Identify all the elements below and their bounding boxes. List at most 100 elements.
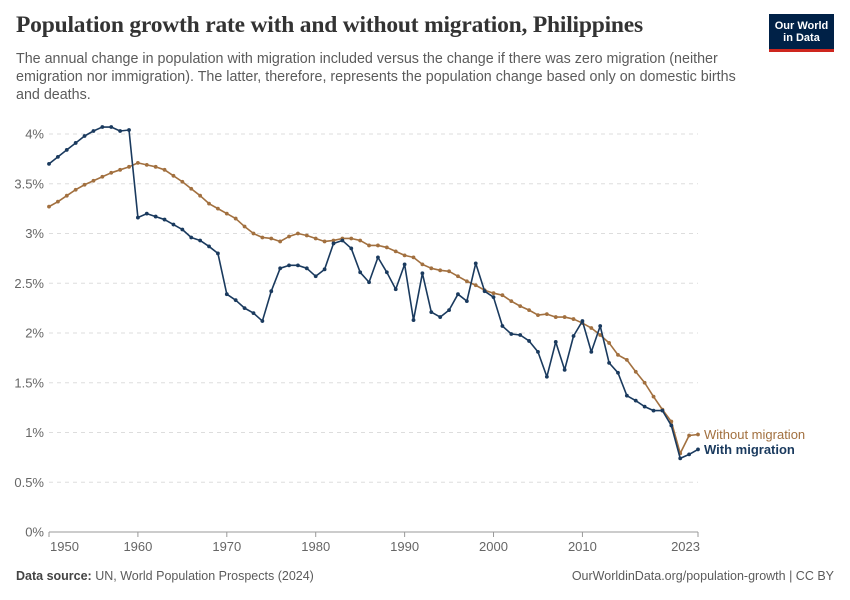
data-point[interactable] bbox=[198, 193, 203, 198]
data-point[interactable] bbox=[367, 280, 371, 285]
data-point[interactable] bbox=[260, 319, 265, 323]
data-point[interactable] bbox=[251, 231, 256, 236]
data-point[interactable] bbox=[224, 292, 229, 297]
data-point[interactable] bbox=[616, 352, 620, 357]
data-point[interactable] bbox=[696, 447, 700, 452]
data-point[interactable] bbox=[536, 313, 540, 317]
data-point[interactable] bbox=[482, 289, 487, 294]
data-point[interactable] bbox=[349, 236, 354, 241]
data-point[interactable] bbox=[162, 217, 167, 222]
data-point[interactable] bbox=[491, 295, 496, 300]
data-point[interactable] bbox=[189, 186, 194, 191]
data-point[interactable] bbox=[562, 315, 567, 319]
data-point[interactable] bbox=[589, 350, 594, 354]
data-point[interactable] bbox=[198, 238, 203, 243]
data-point[interactable] bbox=[562, 367, 567, 372]
data-point[interactable] bbox=[473, 283, 478, 288]
data-point[interactable] bbox=[384, 245, 389, 250]
data-point[interactable] bbox=[456, 292, 460, 297]
data-point[interactable] bbox=[278, 266, 283, 271]
data-point[interactable] bbox=[189, 235, 194, 240]
data-point[interactable] bbox=[651, 408, 656, 413]
data-point[interactable] bbox=[447, 269, 451, 274]
data-point[interactable] bbox=[607, 341, 611, 345]
series-line-with-migration[interactable] bbox=[48, 126, 699, 460]
data-point[interactable] bbox=[82, 182, 87, 187]
data-point[interactable] bbox=[162, 167, 167, 172]
data-point[interactable] bbox=[571, 317, 576, 321]
data-point[interactable] bbox=[171, 222, 176, 227]
data-point[interactable] bbox=[136, 215, 140, 220]
data-point[interactable] bbox=[100, 125, 105, 129]
data-point[interactable] bbox=[55, 199, 60, 204]
data-point[interactable] bbox=[171, 173, 176, 178]
data-point[interactable] bbox=[376, 255, 380, 260]
data-point[interactable] bbox=[82, 134, 87, 138]
series-line-without-migration[interactable] bbox=[48, 162, 699, 455]
data-point[interactable] bbox=[233, 216, 238, 221]
data-point[interactable] bbox=[384, 270, 389, 275]
data-point[interactable] bbox=[376, 243, 380, 248]
data-point[interactable] bbox=[402, 253, 407, 258]
data-point[interactable] bbox=[313, 236, 318, 241]
data-point[interactable] bbox=[216, 206, 220, 211]
data-point[interactable] bbox=[473, 261, 478, 266]
data-point[interactable] bbox=[402, 262, 407, 267]
data-point[interactable] bbox=[696, 432, 700, 437]
data-point[interactable] bbox=[420, 271, 425, 276]
data-point[interactable] bbox=[287, 234, 291, 239]
data-point[interactable] bbox=[349, 246, 354, 251]
data-point[interactable] bbox=[411, 255, 416, 260]
data-point[interactable] bbox=[464, 299, 469, 304]
data-point[interactable] bbox=[456, 274, 460, 279]
data-point[interactable] bbox=[251, 311, 256, 315]
data-point[interactable] bbox=[278, 239, 283, 244]
data-point[interactable] bbox=[642, 404, 647, 409]
data-point[interactable] bbox=[624, 357, 629, 362]
data-point[interactable] bbox=[358, 238, 363, 243]
data-point[interactable] bbox=[331, 241, 336, 246]
data-point[interactable] bbox=[233, 298, 238, 303]
data-point[interactable] bbox=[536, 350, 540, 354]
data-point[interactable] bbox=[420, 262, 425, 267]
data-point[interactable] bbox=[429, 310, 434, 315]
data-point[interactable] bbox=[313, 274, 318, 279]
data-point[interactable] bbox=[224, 211, 229, 216]
data-point[interactable] bbox=[598, 324, 603, 328]
data-point[interactable] bbox=[207, 201, 211, 206]
data-point[interactable] bbox=[118, 167, 123, 172]
data-point[interactable] bbox=[91, 178, 96, 183]
data-point[interactable] bbox=[340, 238, 345, 243]
data-point[interactable] bbox=[580, 319, 585, 323]
data-point[interactable] bbox=[393, 249, 398, 254]
data-point[interactable] bbox=[64, 148, 69, 152]
data-point[interactable] bbox=[296, 231, 300, 236]
data-point[interactable] bbox=[153, 164, 158, 169]
data-point[interactable] bbox=[633, 369, 638, 374]
data-point[interactable] bbox=[367, 243, 371, 248]
source-link-license[interactable]: OurWorldinData.org/population-growth | C… bbox=[571, 569, 834, 583]
data-point[interactable] bbox=[509, 332, 514, 336]
data-point[interactable] bbox=[687, 452, 692, 457]
series-label[interactable]: With migration bbox=[704, 442, 795, 457]
data-point[interactable] bbox=[127, 128, 131, 132]
data-point[interactable] bbox=[118, 129, 123, 133]
data-point[interactable] bbox=[500, 293, 505, 298]
data-point[interactable] bbox=[393, 287, 398, 292]
data-point[interactable] bbox=[100, 174, 105, 179]
data-point[interactable] bbox=[216, 251, 220, 256]
data-point[interactable] bbox=[269, 236, 274, 241]
data-point[interactable] bbox=[544, 312, 549, 316]
data-point[interactable] bbox=[598, 333, 603, 337]
data-point[interactable] bbox=[624, 393, 629, 398]
data-point[interactable] bbox=[73, 187, 78, 192]
data-point[interactable] bbox=[509, 299, 514, 304]
data-point[interactable] bbox=[553, 340, 558, 344]
data-point[interactable] bbox=[109, 125, 114, 129]
data-point[interactable] bbox=[127, 164, 131, 169]
data-point[interactable] bbox=[242, 306, 247, 311]
data-point[interactable] bbox=[544, 374, 549, 379]
data-point[interactable] bbox=[447, 308, 451, 313]
data-point[interactable] bbox=[322, 267, 327, 272]
data-point[interactable] bbox=[304, 266, 309, 271]
